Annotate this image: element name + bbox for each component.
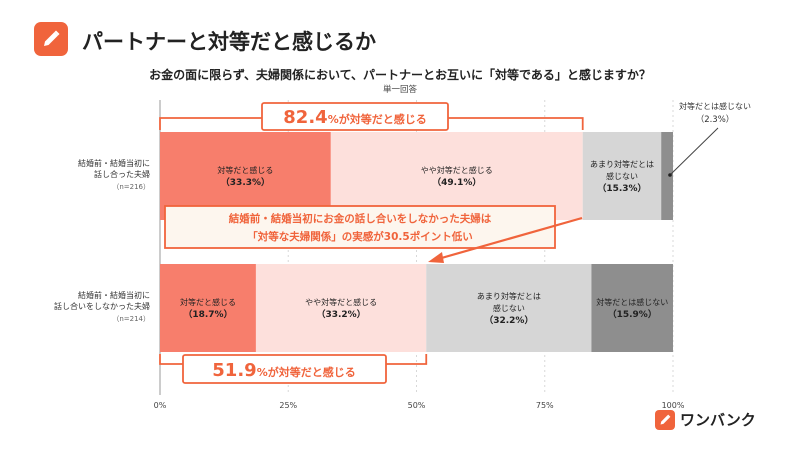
segment-label: 感じない (493, 303, 525, 313)
arrow-icon (437, 216, 583, 261)
segment-label: やや対等だと感じる (305, 297, 377, 307)
callout-note-line: 「対等な夫婦関係」の実感が30.5ポイント低い (247, 230, 472, 243)
data-label: （18.7%） (183, 309, 232, 320)
segment-label: 対等だと感じる (217, 165, 273, 175)
logo-mark (34, 22, 68, 56)
brand-logo: ワンバンク (655, 409, 756, 430)
segment-label: あまり対等だとは (477, 291, 541, 301)
survey-question: お金の面に限らず、夫婦関係において、パートナーとお互いに「対等である」と感じます… (149, 68, 651, 82)
answer-type-label: 単一回答 (382, 85, 417, 95)
leader-dot (668, 173, 672, 177)
bar-segment (582, 132, 662, 220)
bar-segment (661, 132, 673, 220)
outside-label: 対等だとは感じない (679, 101, 751, 111)
data-label: （32.2%） (484, 315, 533, 326)
data-label: （49.1%） (432, 177, 481, 188)
data-label: （33.2%） (316, 309, 365, 320)
category-label: 結婚前・結婚当初に (78, 290, 150, 300)
x-tick-label: 25% (279, 401, 297, 410)
data-label: （15.9%） (608, 309, 657, 320)
data-label: （2.3%） (696, 114, 735, 125)
callout-top-box (261, 102, 449, 131)
data-label: （15.3%） (597, 183, 646, 194)
callout-bottom-text: 51.9%が対等だと感じる (212, 360, 355, 381)
category-n-label: （n=214） (112, 315, 150, 323)
x-tick-label: 100% (662, 401, 685, 410)
pencil-icon (44, 30, 60, 46)
x-tick-label: 0% (154, 401, 167, 410)
bar-segment (255, 264, 427, 352)
leader-line (669, 127, 719, 176)
segment-label: 対等だと感じる (180, 297, 236, 307)
bar-segment (591, 264, 673, 352)
callout-note-box (164, 205, 556, 249)
segment-label: やや対等だと感じる (421, 165, 493, 175)
bar-segment (160, 264, 256, 352)
category-label: 話し合った夫婦 (94, 169, 150, 179)
callout-top-text: 82.4%が対等だと感じる (283, 107, 426, 128)
pencil-icon (660, 414, 671, 424)
brand-mark (655, 409, 675, 430)
callout-bottom-box (182, 354, 387, 384)
callout-note-line: 結婚前・結婚当初にお金の話し合いをしなかった夫婦は (229, 212, 492, 225)
x-tick-label: 75% (536, 401, 554, 410)
page-title: パートナーと対等だと感じるか (82, 30, 376, 54)
x-tick-label: 50% (408, 401, 426, 410)
brand-name: ワンバンク (680, 411, 756, 429)
category-n-label: （n=216） (112, 183, 150, 191)
arrow-head (428, 252, 444, 263)
segment-label: 対等だとは感じない (596, 297, 668, 307)
category-label: 結婚前・結婚当初に (78, 158, 150, 168)
segment-label: 感じない (606, 171, 638, 181)
bar-segment (426, 264, 592, 352)
segment-label: あまり対等だとは (590, 159, 654, 169)
category-label: 話し合いをしなかった夫婦 (54, 301, 150, 311)
data-label: （33.3%） (221, 177, 270, 188)
